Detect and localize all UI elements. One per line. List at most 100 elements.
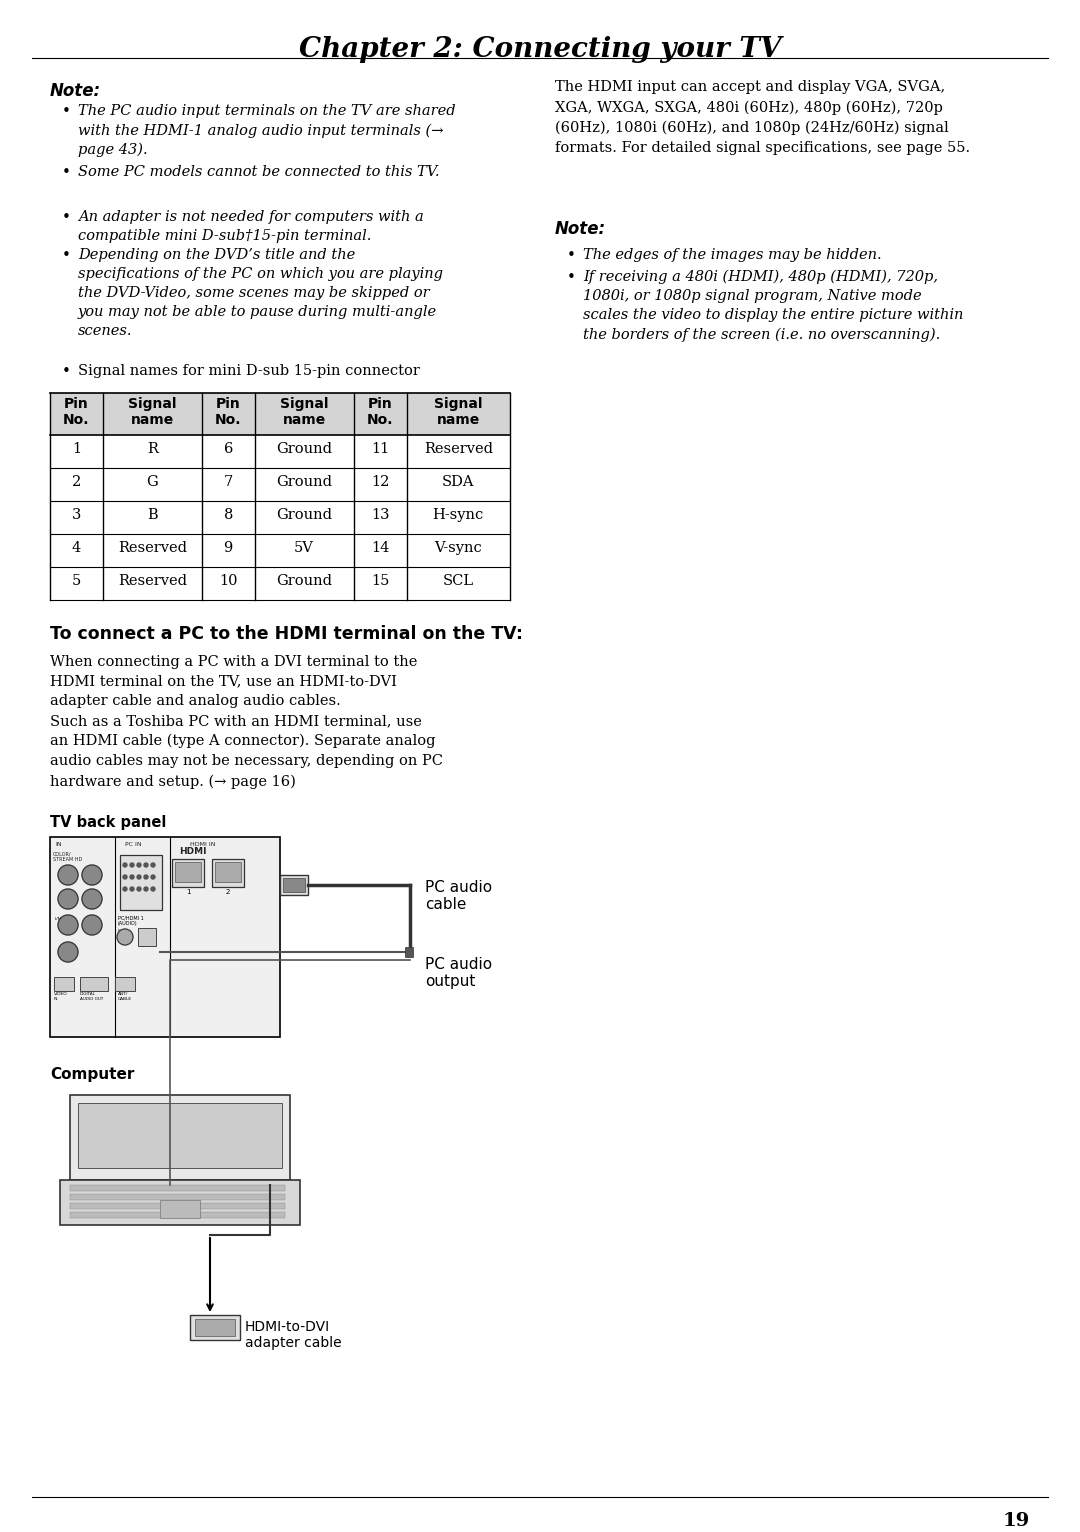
Text: 11: 11 — [370, 443, 389, 457]
Text: H-sync: H-sync — [433, 509, 484, 522]
Text: Pin
No.: Pin No. — [215, 397, 242, 427]
Text: B: B — [147, 509, 158, 522]
Circle shape — [137, 887, 141, 892]
Text: Some PC models cannot be connected to this TV.: Some PC models cannot be connected to th… — [78, 165, 440, 179]
Bar — [212, 859, 244, 887]
Bar — [50, 567, 510, 601]
Text: PC audio
cable: PC audio cable — [426, 879, 492, 913]
Text: Reserved: Reserved — [118, 541, 187, 555]
Bar — [280, 875, 308, 895]
Circle shape — [144, 863, 148, 867]
Circle shape — [151, 887, 156, 892]
Bar — [70, 1095, 291, 1180]
Text: The HDMI input can accept and display VGA, SVGA,
XGA, WXGA, SXGA, 480i (60Hz), 4: The HDMI input can accept and display VG… — [555, 80, 970, 155]
Bar — [54, 977, 75, 991]
Text: Y: Y — [86, 867, 89, 872]
Text: 4: 4 — [72, 541, 81, 555]
Bar — [175, 863, 201, 882]
Text: Pr: Pr — [62, 892, 67, 896]
Text: PC IN: PC IN — [125, 843, 141, 847]
Circle shape — [58, 889, 78, 908]
Text: TV back panel: TV back panel — [50, 815, 166, 830]
Text: •: • — [62, 210, 71, 225]
Bar — [70, 1184, 285, 1190]
Text: SCL: SCL — [443, 574, 474, 588]
Bar — [70, 1203, 285, 1209]
Circle shape — [58, 915, 78, 935]
Text: Ground: Ground — [276, 509, 333, 522]
Text: SDA: SDA — [442, 475, 474, 489]
Circle shape — [151, 863, 156, 867]
Text: Depending on the DVD’s title and the
specifications of the PC on which you are p: Depending on the DVD’s title and the spe… — [78, 248, 443, 337]
Text: The edges of the images may be hidden.: The edges of the images may be hidden. — [583, 248, 881, 262]
Text: Pin
No.: Pin No. — [64, 397, 90, 427]
Text: HDMI-to-DVI
adapter cable: HDMI-to-DVI adapter cable — [245, 1321, 341, 1350]
Text: HDMI: HDMI — [179, 847, 206, 856]
Bar — [138, 928, 156, 945]
Circle shape — [117, 928, 133, 945]
Text: Note:: Note: — [50, 83, 102, 100]
Text: Reserved: Reserved — [423, 443, 492, 457]
Text: Signal names for mini D-sub 15-pin connector: Signal names for mini D-sub 15-pin conne… — [78, 365, 420, 378]
Circle shape — [144, 887, 148, 892]
Text: Ground: Ground — [276, 443, 333, 457]
Text: 13: 13 — [370, 509, 389, 522]
Circle shape — [137, 863, 141, 867]
Text: 9: 9 — [224, 541, 233, 555]
Bar — [70, 1212, 285, 1218]
Text: If receiving a 480i (HDMI), 480p (HDMI), 720p,
1080i, or 1080p signal program, N: If receiving a 480i (HDMI), 480p (HDMI),… — [583, 270, 963, 342]
Text: VIDEO
IN: VIDEO IN — [54, 993, 68, 1000]
Text: The PC audio input terminals on the TV are shared
with the HDMI-1 analog audio i: The PC audio input terminals on the TV a… — [78, 104, 456, 158]
Circle shape — [123, 875, 127, 879]
Bar — [406, 394, 510, 435]
Text: DIGITAL
AUDIO OUT: DIGITAL AUDIO OUT — [80, 993, 104, 1000]
Bar — [50, 501, 510, 535]
Circle shape — [82, 889, 102, 908]
Text: L/MONO: L/MONO — [55, 918, 71, 921]
Text: •: • — [62, 248, 71, 264]
Text: Computer: Computer — [50, 1066, 134, 1082]
Text: ANT/
CABLE: ANT/ CABLE — [118, 993, 132, 1000]
Text: 1: 1 — [72, 443, 81, 457]
Text: Note:: Note: — [555, 221, 606, 237]
Text: 1: 1 — [186, 889, 190, 895]
Text: R: R — [147, 443, 158, 457]
Text: R: R — [63, 944, 66, 948]
Circle shape — [130, 875, 134, 879]
Circle shape — [58, 866, 78, 885]
Text: •: • — [567, 248, 576, 264]
Text: 14: 14 — [370, 541, 389, 555]
Text: 19: 19 — [1002, 1512, 1030, 1530]
Text: Reserved: Reserved — [118, 574, 187, 588]
Text: •: • — [567, 270, 576, 285]
Bar — [50, 467, 510, 501]
Bar — [60, 1180, 300, 1226]
Text: VIDEO: VIDEO — [85, 892, 98, 895]
Text: •: • — [62, 165, 71, 179]
Circle shape — [82, 866, 102, 885]
Text: Chapter 2: Connecting your TV: Chapter 2: Connecting your TV — [299, 35, 781, 63]
Text: Ground: Ground — [276, 574, 333, 588]
Circle shape — [137, 875, 141, 879]
Text: Signal
name: Signal name — [280, 397, 328, 427]
Bar — [50, 535, 510, 567]
Bar — [114, 977, 135, 991]
Text: An adapter is not needed for computers with a
compatible mini D-sub†15-pin termi: An adapter is not needed for computers w… — [78, 210, 423, 244]
Text: 10: 10 — [219, 574, 238, 588]
Text: 2: 2 — [72, 475, 81, 489]
Text: Pb: Pb — [62, 867, 68, 872]
Bar — [120, 855, 162, 910]
Circle shape — [82, 915, 102, 935]
Text: When connecting a PC with a DVI terminal to the
HDMI terminal on the TV, use an : When connecting a PC with a DVI terminal… — [50, 656, 443, 789]
Circle shape — [58, 942, 78, 962]
Text: 5: 5 — [72, 574, 81, 588]
Bar — [70, 1193, 285, 1200]
Bar — [172, 859, 204, 887]
Text: AUDIO: AUDIO — [85, 918, 98, 921]
Text: Pin
No.: Pin No. — [367, 397, 393, 427]
Text: 2: 2 — [226, 889, 230, 895]
Text: 8: 8 — [224, 509, 233, 522]
Text: COLOR/
STREAM HD: COLOR/ STREAM HD — [53, 850, 82, 863]
Text: PC/HDMI 1
(AUDIO): PC/HDMI 1 (AUDIO) — [118, 915, 144, 925]
Text: 5V: 5V — [294, 541, 314, 555]
